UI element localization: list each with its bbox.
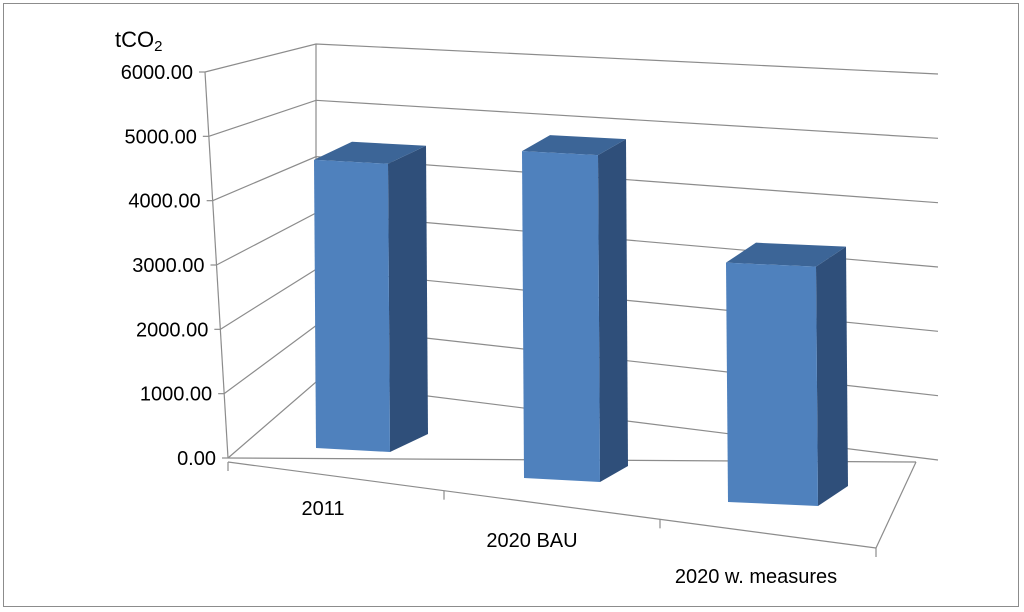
y-tick-label: 1000.00 [140,384,212,406]
bar-top [314,141,426,164]
y-tick-label: 5000.00 [125,126,197,148]
y-tick-label: 2000.00 [136,319,208,341]
y-axis-line [204,71,229,459]
bar-side [388,145,428,452]
y-tick-label: 0.00 [177,448,216,470]
bar-side [598,139,628,483]
bar-front [726,262,818,506]
bars [314,135,848,506]
bar-top [522,135,626,156]
x-category-label: 2011 [301,498,344,520]
x-category-label: 2020 BAU [486,530,577,552]
gridline [208,99,939,139]
bar-side [816,246,848,506]
bar [522,135,628,483]
y-tick-label: 4000.00 [128,191,200,213]
bar-front [522,151,600,483]
bar [314,141,428,452]
y-tick-label: 3000.00 [132,255,204,277]
x-category-label: 2020 w. measures [675,566,837,588]
bar-front [314,159,390,452]
bar-top [726,242,846,267]
gridline [204,43,939,75]
labels: 0.00 1000.00 2000.00 3000.00 4000.00 5000.00 6… [121,62,837,588]
y-axis-unit-label: tCO2 [115,27,162,55]
chart-frame [3,3,1019,607]
x-axis-line [227,461,877,549]
y-tick-label: 6000.00 [121,62,193,84]
floor-side-edge [875,461,917,549]
bar [726,242,848,506]
